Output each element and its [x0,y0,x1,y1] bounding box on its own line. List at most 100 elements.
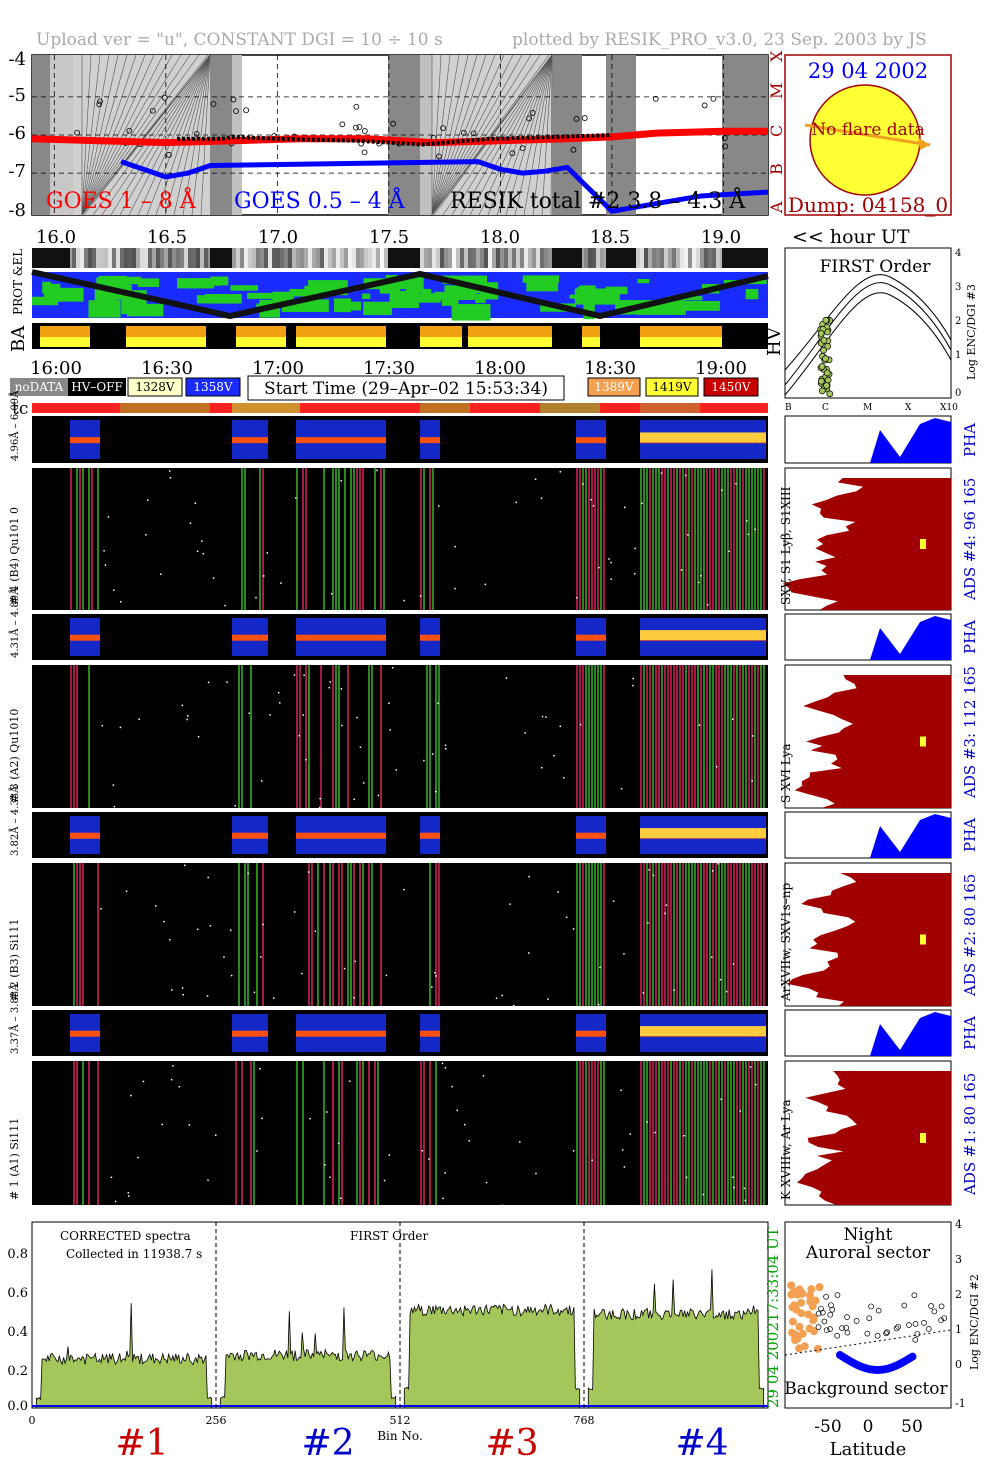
goes-scatter-point [519,145,526,152]
grey-seg [120,248,124,268]
main-col [347,665,349,808]
noise-dot [234,805,236,807]
goes-scatter-point [149,107,156,114]
lat-orange-point [795,1322,804,1331]
noise-dot [277,691,280,694]
main-col [754,665,756,808]
grey-seg [708,248,712,268]
noise-dot [377,794,380,797]
main-col [438,665,440,808]
main-col [597,863,599,1006]
noise-dot [700,574,702,577]
noise-dot [485,1181,488,1184]
hatch-line [119,54,211,216]
main-col [438,863,440,1006]
main-col [368,1061,370,1205]
goes-xtick: 17.5 [369,227,409,248]
noise-dot [130,1094,132,1097]
fo-point [822,316,830,324]
noise-dot [326,1111,328,1113]
main-col [238,863,240,1006]
grey-seg [180,248,184,268]
lat-orange-point [793,1334,802,1343]
noise-dot [113,805,116,808]
main-col [338,665,340,808]
main-col [670,665,672,808]
pha-line [576,832,606,839]
goes-scatter-point [210,101,217,107]
noise-dot [256,1150,258,1152]
main-col [688,863,690,1006]
main-col [667,468,669,610]
goes-scatter-point [353,103,360,110]
lat-blue-point [908,1352,917,1361]
main-col [706,468,708,610]
tc-seg [540,403,600,413]
pha-line [70,437,100,444]
goes-scatter-point [353,124,359,131]
main-col [748,468,750,610]
ba-seg-lo [420,337,462,347]
lat-scatter [895,1323,901,1330]
main-col [585,468,587,610]
main-col [256,863,258,1006]
grey-seg [700,248,704,268]
time-tick: 17:30 [363,358,415,379]
grey-seg [596,248,600,268]
grey-seg [96,248,100,268]
lat-scatter [884,1329,890,1336]
main-col [667,665,669,808]
noise-dot [454,587,456,590]
pha-line [232,634,268,641]
main-col [670,468,672,610]
grey-seg [544,248,548,268]
main-col [338,863,340,1006]
grey-seg [488,248,492,268]
fo-ytick: 0 [955,388,961,399]
grey-strip-segments [32,248,768,268]
grey-seg [676,248,680,268]
grey-seg [672,248,676,268]
main-col [600,1061,602,1205]
main-col [353,863,355,1006]
noise-dot [629,1133,632,1135]
noise-dot [295,497,297,499]
noise-dot [196,550,199,553]
noise-dot [309,1117,311,1120]
spec-ytick: 0.0 [7,1399,28,1414]
grey-seg [104,248,108,268]
goes-scatter-point [440,125,447,132]
latitude-points [787,1281,948,1374]
lat-orange-point [809,1313,818,1322]
pha-line [420,437,440,444]
grey-seg [472,248,476,268]
hvoff-badge [68,378,126,396]
main-col [259,468,261,610]
grey-seg [88,248,92,268]
grey-seg [132,248,136,268]
main-col [70,468,72,610]
grey-seg [196,248,200,268]
noise-dot [391,666,394,669]
goes-scatter-point [701,102,708,109]
main-col [679,863,681,1006]
main-col [97,1061,99,1205]
noise-dot [261,1117,263,1120]
main-col [760,863,762,1006]
noise-dot [272,997,275,999]
lat-scatter [839,1325,845,1331]
prot-green-seg [363,301,392,316]
main-col [380,468,382,610]
grey-seg [500,248,504,268]
pha-line [576,634,606,641]
start-time-box [247,375,565,401]
main-col [670,1061,672,1205]
noise-dot [183,864,186,867]
arrow-head-icon [918,137,930,150]
main-col [721,863,723,1006]
time-tick: 19:00 [695,358,747,379]
lat-orange-point [788,1317,797,1326]
main-col [751,665,753,808]
main-col [420,1061,422,1205]
main-col [377,1061,379,1205]
